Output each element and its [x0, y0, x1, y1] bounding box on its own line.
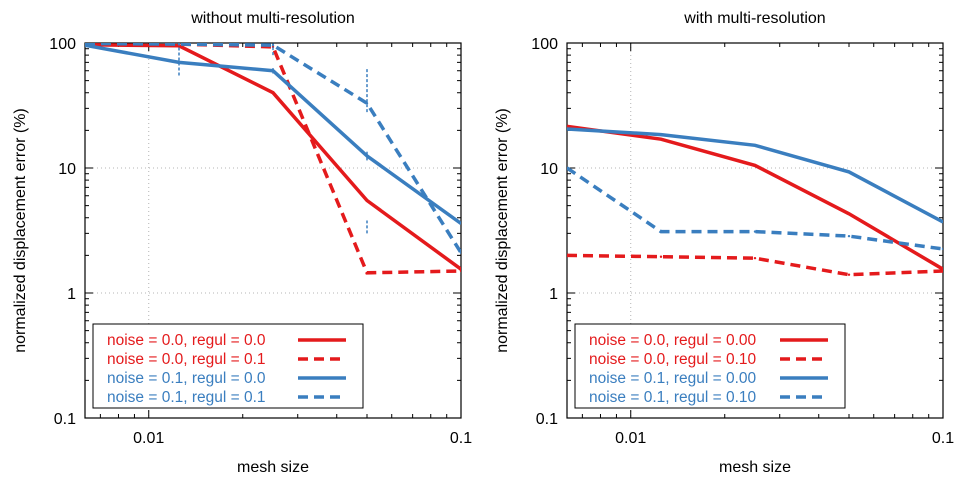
y-tick-label: 0.1 — [54, 411, 76, 428]
legend: noise = 0.0, regul = 0.0 noise = 0.0, reg… — [92, 323, 364, 409]
chart-panel-1: 0.01 0.1 0.1 1 10 100 without multi-resolution… — [12, 10, 472, 476]
data-point — [753, 256, 757, 260]
data-point — [459, 269, 461, 273]
legend: noise = 0.0, regul = 0.00 noise = 0.0, re… — [574, 323, 846, 409]
minor-ticks — [567, 43, 943, 418]
legend-label: noise = 0.1, regul = 0.10 — [589, 389, 757, 406]
y-axis-label: normalized displacement error (%) — [494, 108, 511, 353]
y-tick-label: 0.1 — [536, 411, 558, 428]
plot-frame — [84, 42, 462, 419]
data-point — [177, 43, 181, 46]
x-axis-label: mesh size — [719, 459, 791, 476]
data-point — [271, 91, 275, 94]
data-point — [567, 166, 569, 170]
series-line-4 — [85, 43, 461, 254]
y-axis-label: normalized displacement error (%) — [12, 108, 29, 353]
data-point — [847, 234, 851, 238]
data-point — [459, 251, 461, 254]
data-point — [567, 125, 569, 128]
data-point — [659, 137, 663, 141]
x-tick-label: 0.01 — [133, 430, 164, 447]
y-tick-label: 100 — [531, 36, 558, 53]
series-group — [85, 43, 461, 275]
data-point — [365, 101, 369, 105]
y-tick-label: 1 — [549, 286, 558, 303]
series-group — [567, 124, 943, 277]
data-point — [847, 212, 851, 216]
legend-label: noise = 0.1, regul = 0.00 — [589, 370, 757, 387]
x-axis-label: mesh size — [237, 459, 309, 476]
data-point — [659, 133, 663, 136]
data-point — [941, 220, 943, 224]
data-point — [847, 170, 851, 174]
series-line-3 — [85, 43, 461, 225]
x-tick-label: 0.1 — [450, 430, 472, 447]
data-point — [941, 247, 943, 251]
data-point — [753, 164, 757, 167]
data-point — [659, 230, 663, 233]
legend-label: noise = 0.0, regul = 0.0 — [107, 332, 266, 349]
chart-panel-2: 0.01 0.1 0.1 1 10 100 with multi-resolution mes… — [494, 10, 954, 476]
data-point — [941, 269, 943, 273]
y-tick-label: 1 — [67, 286, 76, 303]
x-tick-label: 0.1 — [932, 430, 954, 447]
plot-frame — [566, 42, 944, 419]
legend-label: noise = 0.1, regul = 0.0 — [107, 370, 266, 387]
data-point — [847, 273, 851, 276]
data-point — [85, 43, 87, 45]
chart-title: with multi-resolution — [683, 10, 825, 27]
y-tick-label: 10 — [58, 161, 76, 178]
data-point — [659, 255, 663, 258]
x-tick-label: 0.01 — [615, 430, 646, 447]
data-point — [365, 271, 369, 275]
legend-box — [574, 323, 846, 409]
legend-label: noise = 0.0, regul = 0.00 — [589, 332, 757, 349]
legend-label: noise = 0.1, regul = 0.1 — [107, 389, 266, 406]
y-tick-label: 100 — [49, 36, 76, 53]
data-point — [567, 127, 569, 131]
data-point — [271, 44, 275, 47]
legend-label: noise = 0.0, regul = 0.1 — [107, 351, 266, 368]
y-tick-label: 10 — [540, 161, 558, 178]
data-point — [753, 144, 757, 147]
data-point — [365, 154, 369, 158]
series-line-1 — [567, 124, 943, 271]
data-point — [567, 254, 569, 257]
data-point — [459, 268, 461, 271]
legend-box — [92, 323, 364, 409]
data-point — [753, 230, 757, 233]
data-point — [459, 222, 461, 225]
data-point — [365, 199, 369, 202]
data-point — [271, 69, 275, 72]
series-line-2 — [85, 43, 461, 275]
series-line-1 — [85, 43, 461, 271]
chart-title: without multi-resolution — [190, 10, 355, 27]
legend-label: noise = 0.0, regul = 0.10 — [589, 351, 757, 368]
minor-ticks — [85, 43, 461, 418]
